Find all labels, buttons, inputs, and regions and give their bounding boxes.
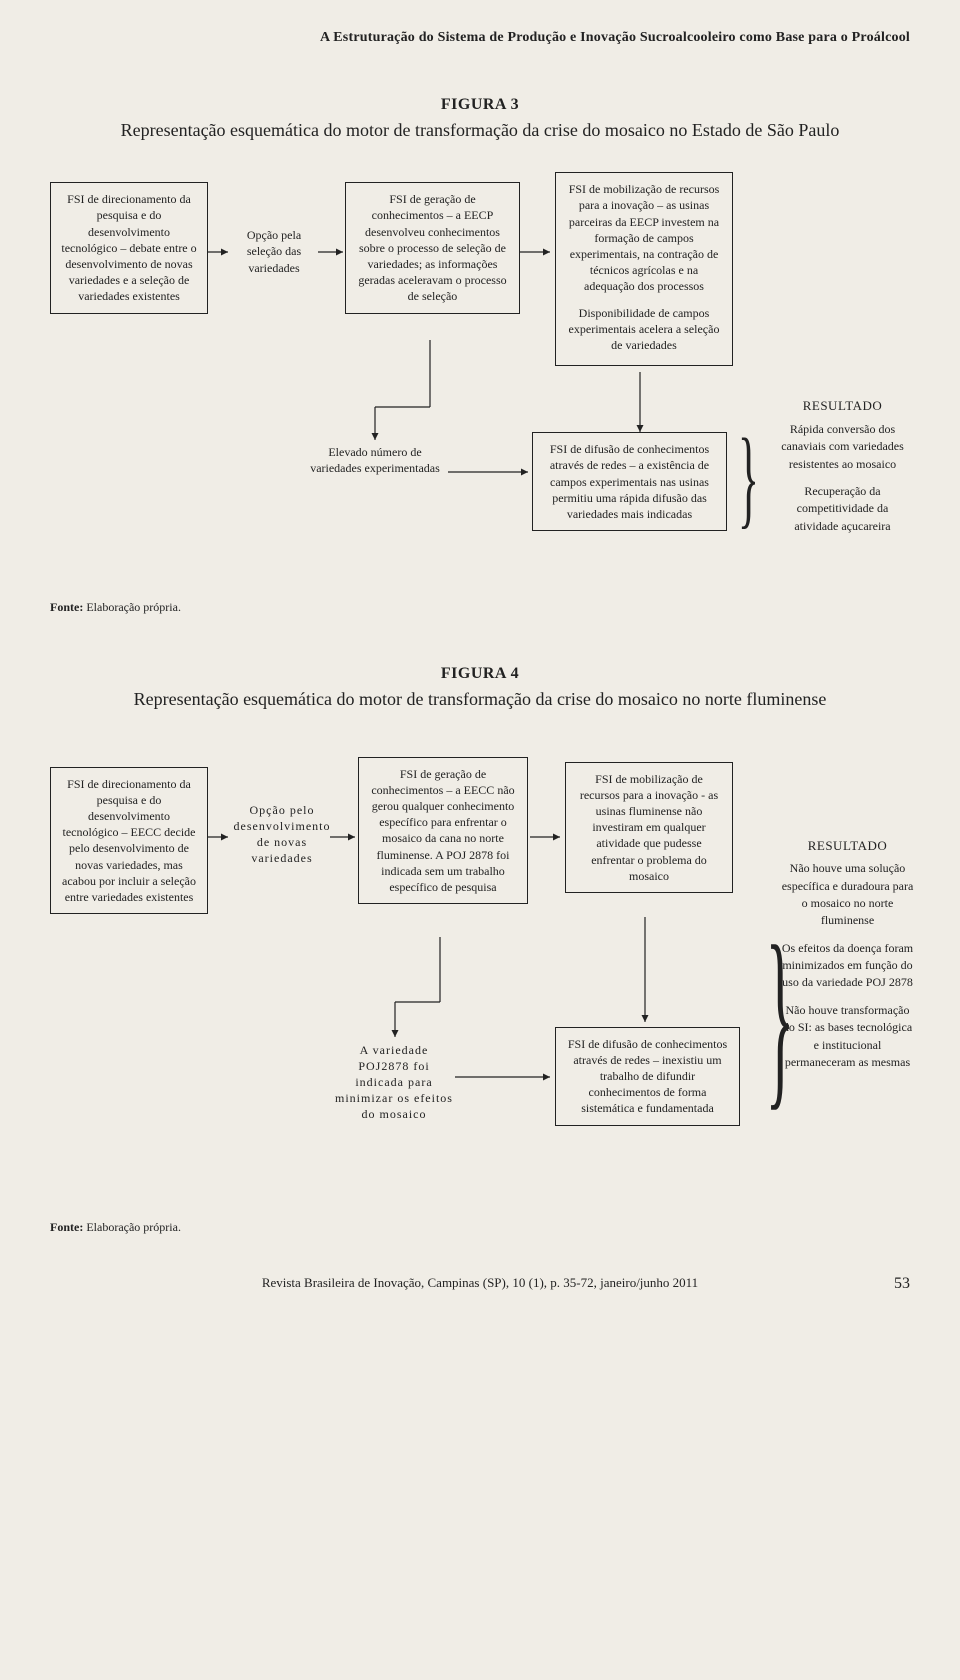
fig4-text-opcao: Opção pelo desenvolvimento de novas vari… bbox=[232, 802, 332, 867]
fig3-box-mobilizacao: FSI de mobilização de recursos para a in… bbox=[555, 172, 733, 366]
fig3-result-1: Rápida conversão dos canaviais com varie… bbox=[775, 421, 910, 473]
fig4-box-mobilizacao: FSI de mobilização de recursos para a in… bbox=[565, 762, 733, 893]
fig4-result-3: Não houve transformação do SI: as bases … bbox=[780, 1002, 915, 1072]
fig3-box-direcionamento: FSI de direcionamento da pesquisa e do d… bbox=[50, 182, 208, 313]
fig3-source: Fonte: Elaboração própria. bbox=[50, 600, 910, 615]
footer-citation: Revista Brasileira de Inovação, Campinas… bbox=[262, 1275, 698, 1290]
fig3-label: FIGURA 3 bbox=[50, 96, 910, 114]
fig4-result-2: Os efeitos da doença foram minimizados e… bbox=[780, 940, 915, 992]
fig4-box-geracao: FSI de geração de conhecimentos – a EECC… bbox=[358, 757, 528, 905]
fig3-box-geracao: FSI de geração de conhecimentos – a EECP… bbox=[345, 182, 520, 313]
fig3-result-head: RESULTADO bbox=[775, 397, 910, 415]
fig3-text-opcao: Opção pela seleção das variedades bbox=[230, 227, 318, 276]
fig3-mobilizacao-text: FSI de mobilização de recursos para a in… bbox=[564, 181, 724, 294]
fig4-result-1: Não houve uma solução específica e durad… bbox=[780, 860, 915, 930]
fig3-box-difusao: FSI de difusão de conhecimentos através … bbox=[532, 432, 727, 531]
fig3-mobilizacao-sub: Disponibilidade de campos experimentais … bbox=[564, 305, 724, 354]
fig4-diagram: FSI de direcionamento da pesquisa e do d… bbox=[50, 742, 910, 1212]
fig3-result: RESULTADO Rápida conversão dos canaviais… bbox=[775, 397, 910, 535]
fig4-box-difusao: FSI de difusão de conhecimentos através … bbox=[555, 1027, 740, 1126]
fig4-result-head: RESULTADO bbox=[780, 837, 915, 855]
fig4-result: RESULTADO Não houve uma solução específi… bbox=[780, 837, 915, 1072]
page: A Estruturação do Sistema de Produção e … bbox=[0, 0, 960, 1331]
fig4-box-direcionamento: FSI de direcionamento da pesquisa e do d… bbox=[50, 767, 208, 915]
fig3-diagram: FSI de direcionamento da pesquisa e do d… bbox=[50, 172, 910, 592]
fig3-title: Representação esquemática do motor de tr… bbox=[50, 118, 910, 142]
footer: Revista Brasileira de Inovação, Campinas… bbox=[50, 1275, 910, 1291]
fig4-source-text: Elaboração própria. bbox=[86, 1220, 181, 1234]
fig3-brace-icon: } bbox=[738, 422, 759, 532]
fig4-source: Fonte: Elaboração própria. bbox=[50, 1220, 910, 1235]
fig4-title: Representação esquemática do motor de tr… bbox=[50, 687, 910, 711]
fig3-text-elevado: Elevado número de variedades experimenta… bbox=[305, 444, 445, 476]
fig3-source-text: Elaboração própria. bbox=[86, 600, 181, 614]
fig4-text-poj: A variedade POJ2878 foi indicada para mi… bbox=[335, 1042, 453, 1123]
fig3-result-2: Recuperação da competitividade da ativid… bbox=[775, 483, 910, 535]
page-number: 53 bbox=[894, 1275, 910, 1293]
running-head: A Estruturação do Sistema de Produção e … bbox=[50, 30, 910, 46]
fig4-label: FIGURA 4 bbox=[50, 665, 910, 683]
